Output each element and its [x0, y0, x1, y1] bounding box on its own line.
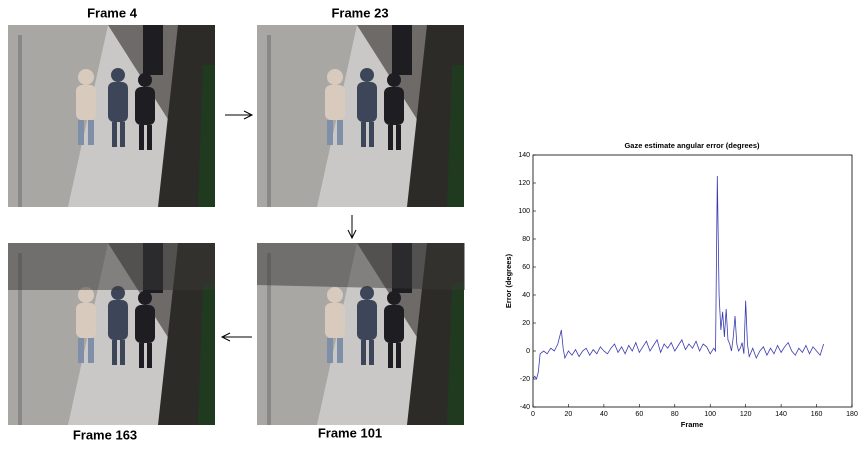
frame-image [257, 25, 464, 207]
x-tick-label: 20 [565, 411, 573, 418]
x-tick-label: 120 [740, 411, 752, 418]
frame-image [8, 25, 215, 207]
x-tick-label: 40 [600, 411, 608, 418]
x-tick-label: 60 [635, 411, 643, 418]
plot-frame [533, 155, 852, 407]
frame-label: Frame 101 [318, 425, 382, 440]
x-tick-label: 160 [811, 411, 823, 418]
x-axis-label: Frame [681, 420, 704, 429]
frame-overlay [8, 243, 215, 290]
y-tick-label: 120 [518, 180, 530, 187]
x-tick-label: 180 [846, 411, 858, 418]
x-tick-label: 100 [704, 411, 716, 418]
frame-label: Frame 163 [73, 427, 137, 442]
y-tick-label: 140 [518, 152, 530, 159]
chart-title: Gaze estimate angular error (degrees) [624, 141, 760, 150]
x-tick-label: 0 [531, 411, 535, 418]
frame-label: Frame 23 [331, 5, 388, 20]
x-tick-label: 80 [671, 411, 679, 418]
y-tick-label: -20 [520, 376, 530, 383]
y-tick-label: 100 [518, 208, 530, 215]
data-line [533, 176, 824, 379]
y-tick-label: -40 [520, 404, 530, 411]
y-axis-label: Error (degrees) [504, 253, 513, 308]
x-tick-label: 140 [775, 411, 787, 418]
y-tick-label: 80 [522, 236, 530, 243]
frame-overlay [257, 243, 465, 290]
y-tick-label: 0 [526, 348, 530, 355]
y-tick-label: 60 [522, 264, 530, 271]
frame-label: Frame 4 [87, 5, 138, 20]
figure: Frame 4 Frame 23 Frame 163 Frame 101 Gaz… [0, 0, 859, 445]
y-tick-label: 20 [522, 320, 530, 327]
y-tick-label: 40 [522, 292, 530, 299]
